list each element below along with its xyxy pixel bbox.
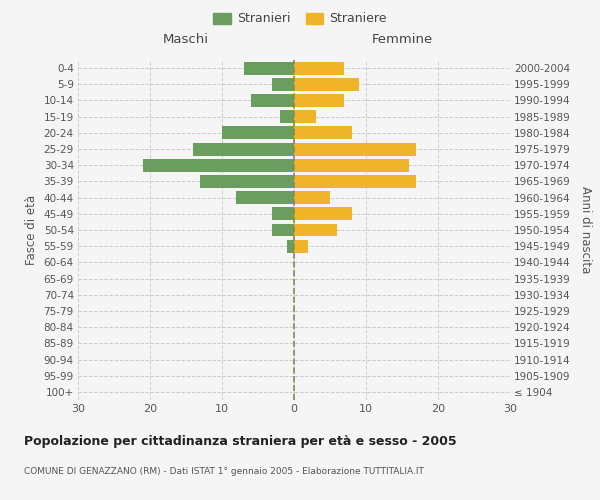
- Bar: [272, 224, 294, 236]
- Y-axis label: Fasce di età: Fasce di età: [25, 195, 38, 265]
- Bar: [294, 94, 344, 107]
- Bar: [193, 142, 294, 156]
- Bar: [294, 208, 352, 220]
- Bar: [294, 175, 416, 188]
- Bar: [294, 224, 337, 236]
- Text: Femmine: Femmine: [371, 34, 433, 46]
- Bar: [294, 159, 409, 172]
- Bar: [294, 191, 330, 204]
- Bar: [143, 159, 294, 172]
- Text: Popolazione per cittadinanza straniera per età e sesso - 2005: Popolazione per cittadinanza straniera p…: [24, 435, 457, 448]
- Y-axis label: Anni di nascita: Anni di nascita: [579, 186, 592, 274]
- Bar: [236, 191, 294, 204]
- Bar: [222, 126, 294, 140]
- Bar: [294, 240, 308, 252]
- Bar: [251, 94, 294, 107]
- Bar: [294, 78, 359, 91]
- Bar: [287, 240, 294, 252]
- Bar: [294, 142, 416, 156]
- Bar: [280, 110, 294, 123]
- Bar: [272, 78, 294, 91]
- Text: Maschi: Maschi: [163, 34, 209, 46]
- Bar: [294, 62, 344, 74]
- Bar: [294, 126, 352, 140]
- Legend: Stranieri, Straniere: Stranieri, Straniere: [209, 8, 391, 29]
- Text: COMUNE DI GENAZZANO (RM) - Dati ISTAT 1° gennaio 2005 - Elaborazione TUTTITALIA.: COMUNE DI GENAZZANO (RM) - Dati ISTAT 1°…: [24, 468, 424, 476]
- Bar: [244, 62, 294, 74]
- Bar: [200, 175, 294, 188]
- Bar: [272, 208, 294, 220]
- Bar: [294, 110, 316, 123]
